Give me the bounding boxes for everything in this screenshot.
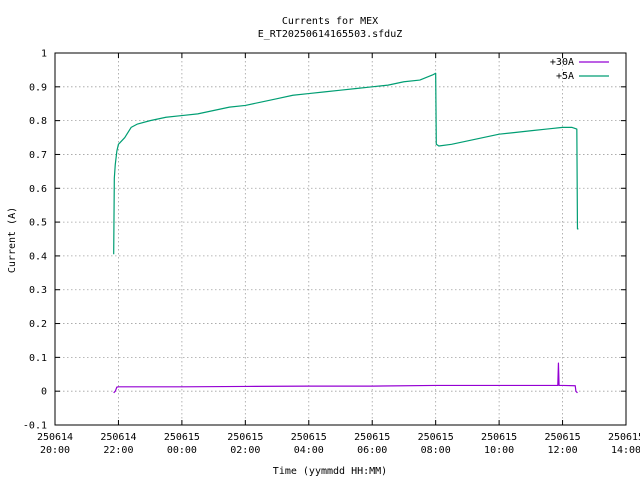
y-tick-label: 0.4: [29, 251, 47, 262]
y-tick-label: 0.6: [29, 184, 47, 195]
x-tick-date-label: 250615: [481, 432, 517, 443]
x-tick-time-label: 04:00: [294, 445, 324, 456]
x-tick-time-label: 02:00: [230, 445, 260, 456]
chart-subtitle: E_RT20250614165503.sfduZ: [258, 29, 403, 40]
y-tick-label: 0.9: [29, 82, 47, 93]
y-tick-label: 0: [41, 387, 47, 398]
y-tick-label: 0.7: [29, 150, 47, 161]
ticks: -0.1 0 0.1 0.2 0.3 0.4 0.5 0.6 0.7 0.8 0.9 1 250614 2…: [23, 49, 640, 457]
x-tick-date-label: 250615: [227, 432, 263, 443]
x-tick-date-label: 250614: [37, 432, 73, 443]
y-tick-label: 0.8: [29, 116, 47, 127]
series-layer: [113, 72, 579, 394]
series-line-0: [113, 362, 578, 394]
x-tick-time-label: 08:00: [421, 445, 451, 456]
x-tick-date-label: 250615: [354, 432, 390, 443]
x-tick-date-label: 250615: [291, 432, 327, 443]
x-tick-time-label: 10:00: [484, 445, 514, 456]
x-tick-date-label: 250615: [544, 432, 580, 443]
legend: +30A +5A: [550, 57, 609, 82]
y-tick-label: -0.1: [23, 421, 47, 432]
x-tick-date-label: 250615: [164, 432, 200, 443]
x-tick-time-label: 20:00: [40, 445, 70, 456]
x-tick-time-label: 14:00: [611, 445, 640, 456]
y-tick-label: 1: [41, 49, 47, 60]
x-tick-date-label: 250615: [418, 432, 454, 443]
x-tick-time-label: 06:00: [357, 445, 387, 456]
x-tick-time-label: 22:00: [103, 445, 133, 456]
series-line-1: [113, 72, 579, 255]
chart-title: Currents for MEX: [282, 16, 378, 27]
y-tick-label: 0.2: [29, 319, 47, 330]
x-axis-label: Time (yymmdd HH:MM): [273, 466, 387, 477]
x-tick-date-label: 250614: [100, 432, 136, 443]
y-tick-label: 0.3: [29, 285, 47, 296]
plot-frame: [54, 52, 627, 426]
legend-label-30a: +30A: [550, 57, 574, 68]
legend-label-5a: +5A: [556, 71, 574, 82]
x-tick-time-label: 12:00: [548, 445, 578, 456]
y-axis-label: Current (A): [7, 207, 18, 273]
x-tick-time-label: 00:00: [167, 445, 197, 456]
y-tick-label: 0.1: [29, 353, 47, 364]
y-tick-label: 0.5: [29, 218, 47, 229]
x-tick-date-label: 250615: [608, 432, 640, 443]
